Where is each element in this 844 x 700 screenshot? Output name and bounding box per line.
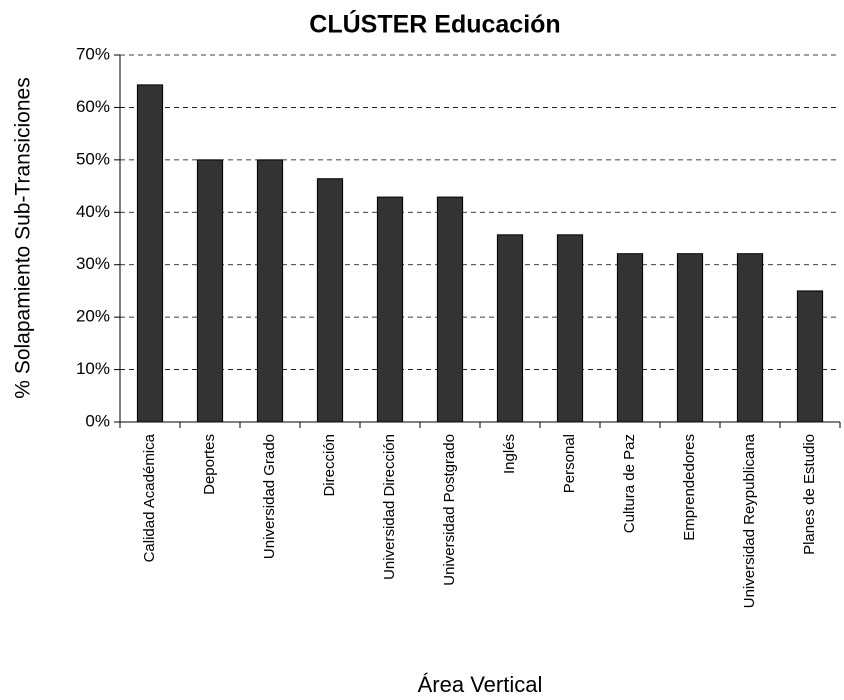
y-tick-label: 10% — [76, 359, 110, 378]
bar — [556, 234, 584, 423]
x-tick-label: Universidad Grado — [261, 434, 278, 559]
bar — [616, 253, 644, 423]
y-tick-label: 0% — [85, 411, 110, 430]
x-axis-label: Área Vertical — [418, 672, 543, 697]
y-tick-label: 70% — [76, 44, 110, 63]
chart-title: CLÚSTER Educación — [309, 9, 560, 39]
x-tick-label: Universidad Postgrado — [441, 434, 458, 586]
y-tick-label: 30% — [76, 254, 110, 273]
x-tick-label: Deportes — [201, 434, 218, 495]
bar — [736, 253, 764, 423]
y-tick-label: 60% — [76, 97, 110, 116]
bar — [676, 253, 704, 423]
bar — [196, 159, 224, 423]
x-tick-label: Personal — [561, 434, 578, 493]
x-tick-label: Universidad Dirección — [381, 434, 398, 580]
x-tick-label: Dirección — [321, 434, 338, 497]
x-tick-label: Planes de Estudio — [801, 434, 818, 555]
bar — [496, 234, 524, 423]
bar — [436, 196, 464, 423]
x-tick-label: Inglés — [501, 434, 518, 474]
x-tick-label: Emprendedores — [681, 434, 698, 541]
bar — [796, 290, 824, 423]
x-tick-label: Calidad Académica — [141, 433, 158, 562]
x-tick-label: Cultura de Paz — [621, 434, 638, 533]
y-tick-label: 40% — [76, 202, 110, 221]
bar — [256, 159, 284, 423]
bar — [316, 178, 344, 423]
y-tick-label: 50% — [76, 149, 110, 168]
x-tick-label: Universidad Reypublicana — [741, 433, 758, 608]
y-axis-label: % Solapamiento Sub-Transiciones — [12, 77, 35, 398]
y-tick-label: 20% — [76, 307, 110, 326]
bar — [136, 84, 164, 423]
bar — [376, 196, 404, 423]
